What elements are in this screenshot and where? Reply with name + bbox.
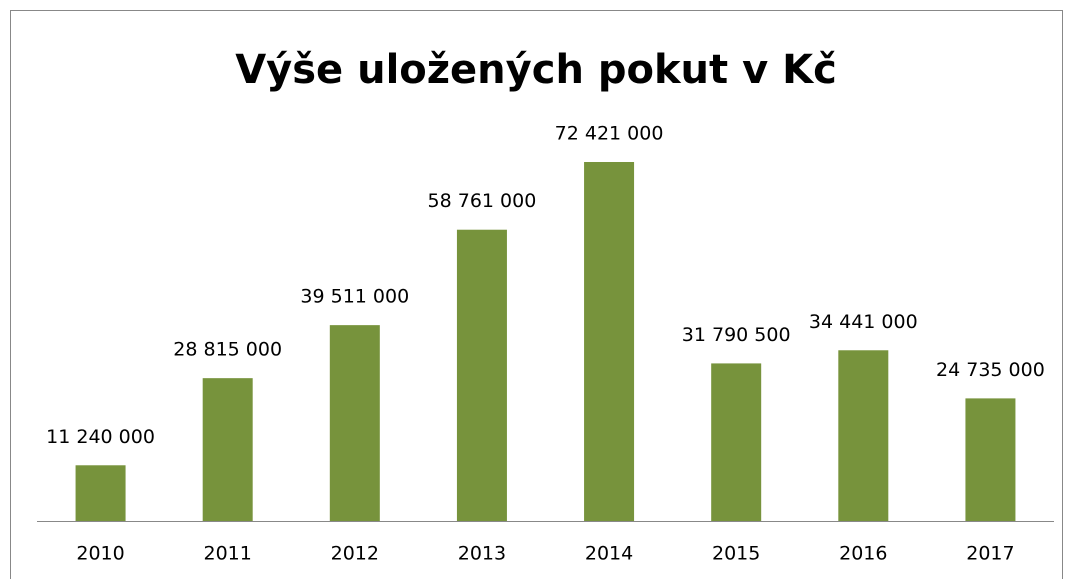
chart-title: Výše uložených pokut v Kč	[235, 47, 837, 93]
value-label: 34 441 000	[809, 311, 918, 333]
chart-frame	[10, 10, 1063, 579]
bar	[838, 350, 889, 521]
x-tick-label: 2015	[712, 543, 760, 565]
x-tick-label: 2011	[204, 543, 252, 565]
x-tick-label: 2012	[331, 543, 379, 565]
bar	[202, 378, 253, 521]
value-label: 31 790 500	[682, 324, 791, 346]
bar	[711, 363, 762, 521]
value-label: 24 735 000	[936, 359, 1045, 381]
value-label: 39 511 000	[300, 286, 409, 308]
x-tick-label: 2013	[458, 543, 506, 565]
value-label: 28 815 000	[173, 339, 282, 361]
x-tick-label: 2016	[839, 543, 887, 565]
bar	[75, 465, 126, 521]
value-label: 72 421 000	[555, 123, 664, 145]
bar	[584, 162, 635, 521]
value-label: 58 761 000	[428, 190, 537, 212]
x-tick-label: 2010	[76, 543, 124, 565]
bar	[456, 229, 507, 521]
bar	[965, 398, 1016, 521]
x-tick-label: 2014	[585, 543, 633, 565]
value-label: 11 240 000	[46, 426, 155, 448]
bar	[329, 325, 380, 521]
x-tick-label: 2017	[966, 543, 1014, 565]
